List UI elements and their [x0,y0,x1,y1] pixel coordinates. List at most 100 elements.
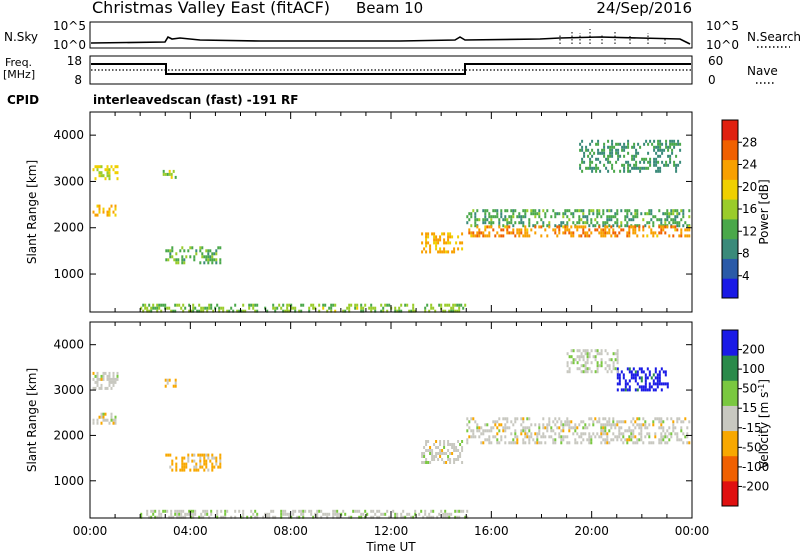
range-cell [604,438,607,442]
range-cell [627,169,630,173]
range-cell [234,515,237,519]
range-cell [536,212,539,216]
range-cell [500,228,503,232]
range-cell [634,435,637,439]
range-cell [112,421,115,425]
range-cell [94,386,97,390]
scatter-region [421,232,464,254]
range-cell [202,515,205,519]
range-cell [628,234,631,238]
range-cell [234,303,237,307]
range-cell [502,218,505,222]
range-cell [400,515,403,519]
range-cell [204,512,207,516]
range-cell [478,429,481,433]
range-cell [606,218,609,222]
range-cell [364,509,367,513]
range-cell [441,458,444,461]
range-cell [584,352,587,356]
range-cell [636,417,639,421]
range-cell [585,148,588,152]
range-cell [676,438,679,442]
range-cell [459,452,462,455]
range-cell [394,306,397,310]
range-cell [587,154,590,158]
range-cell [92,210,95,214]
range-cell [646,212,649,216]
range-cell [682,441,685,445]
range-cell [198,515,201,519]
range-cell [470,234,473,238]
range-cell [514,417,517,421]
range-cell [554,231,557,235]
range-cell [496,420,499,424]
range-cell [468,435,471,439]
range-cell [498,441,501,445]
range-cell [606,420,609,424]
range-cell [173,258,176,262]
scatter-region [466,209,691,228]
range-cell [352,509,355,513]
range-cell [506,426,509,430]
range-cell [100,412,103,416]
range-cell [211,261,214,265]
range-cell [642,218,645,222]
range-cell [470,429,473,433]
range-cell [205,453,208,457]
range-cell [624,224,627,228]
range-cell [595,166,598,170]
range-cell [328,306,331,310]
range-cell [182,309,185,313]
range-cell [568,426,571,430]
range-cell [508,225,511,229]
range-cell [500,423,503,427]
range-cell [589,157,592,161]
range-cell [183,258,186,262]
range-cell [632,225,635,229]
range-cell [110,415,113,419]
range-cell [596,352,599,356]
range-cell [587,148,590,152]
range-cell [650,218,653,222]
range-cell [594,358,597,362]
range-cell [670,417,673,421]
range-cell [589,151,592,155]
range-cell [470,435,473,439]
range-cell [554,423,557,427]
range-cell [457,458,460,461]
range-cell [538,432,541,436]
range-cell [562,212,565,216]
range-cell [486,429,489,433]
range-cell [394,309,397,313]
range-cell [644,373,647,377]
range-cell [654,370,657,374]
range-cell [616,373,619,377]
range-cell [673,142,676,146]
range-cell [186,512,189,516]
range-cell [628,218,631,222]
range-cell [458,309,461,313]
range-cell [197,468,200,472]
range-cell [617,142,620,146]
range-cell [603,142,606,146]
range-cell [556,420,559,424]
range-cell [628,435,631,439]
range-cell [634,373,637,377]
range-cell [336,509,339,513]
range-cell [576,209,579,213]
range-cell [104,177,107,181]
range-cell [164,509,167,513]
range-cell [612,352,615,356]
range-cell [183,456,186,460]
range-cell [437,458,440,461]
range-cell [169,465,172,469]
range-cell [476,426,479,430]
range-cell [504,429,507,433]
range-cell [156,306,159,310]
range-cell [649,163,652,167]
range-cell [185,462,188,466]
range-cell [673,139,676,143]
range-cell [597,142,600,146]
range-cell [644,212,647,216]
range-cell [524,435,527,439]
